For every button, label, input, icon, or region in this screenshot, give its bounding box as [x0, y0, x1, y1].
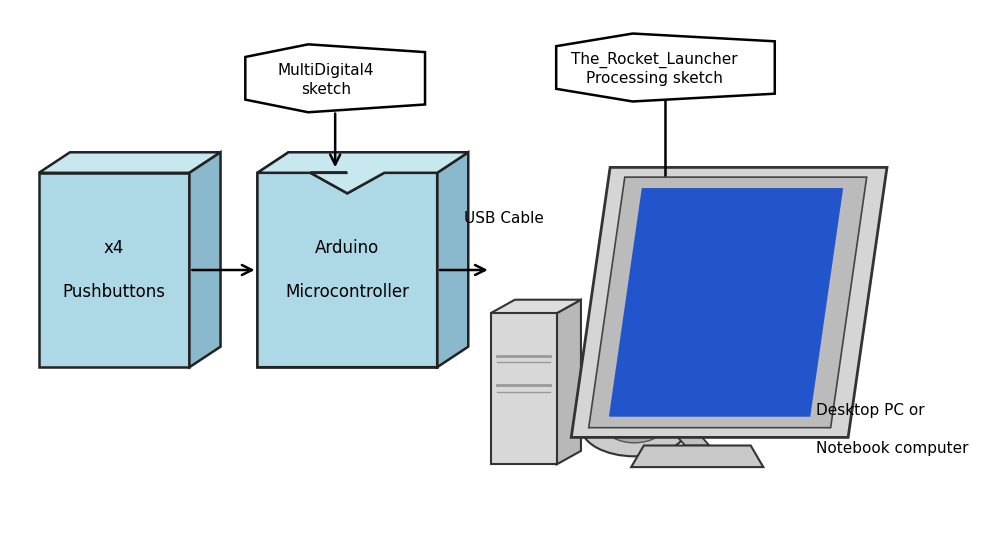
- Polygon shape: [437, 152, 468, 367]
- Polygon shape: [257, 173, 437, 367]
- Text: sketch: sketch: [301, 82, 351, 97]
- Polygon shape: [257, 152, 468, 193]
- Polygon shape: [589, 177, 867, 428]
- Polygon shape: [39, 152, 221, 173]
- Text: Desktop PC or: Desktop PC or: [816, 403, 925, 418]
- Polygon shape: [245, 44, 425, 112]
- Polygon shape: [631, 446, 763, 467]
- Text: USB Cable: USB Cable: [464, 211, 544, 226]
- Polygon shape: [557, 300, 581, 464]
- Polygon shape: [556, 33, 775, 102]
- Polygon shape: [491, 300, 581, 313]
- Polygon shape: [675, 435, 709, 446]
- Text: The_Rocket_Launcher: The_Rocket_Launcher: [571, 52, 738, 68]
- Text: Processing sketch: Processing sketch: [586, 71, 723, 86]
- Text: Microcontroller: Microcontroller: [285, 282, 409, 301]
- Polygon shape: [257, 152, 468, 173]
- Text: Arduino: Arduino: [315, 239, 379, 258]
- Polygon shape: [491, 313, 557, 464]
- Text: Pushbuttons: Pushbuttons: [63, 282, 166, 301]
- Polygon shape: [257, 173, 437, 367]
- Text: MultiDigital4: MultiDigital4: [278, 63, 374, 78]
- Polygon shape: [571, 167, 887, 437]
- Circle shape: [605, 410, 664, 443]
- Text: x4: x4: [104, 239, 124, 258]
- Text: Notebook computer: Notebook computer: [816, 441, 969, 456]
- Circle shape: [581, 397, 688, 456]
- Polygon shape: [610, 189, 842, 416]
- Polygon shape: [189, 152, 221, 367]
- Polygon shape: [39, 173, 189, 367]
